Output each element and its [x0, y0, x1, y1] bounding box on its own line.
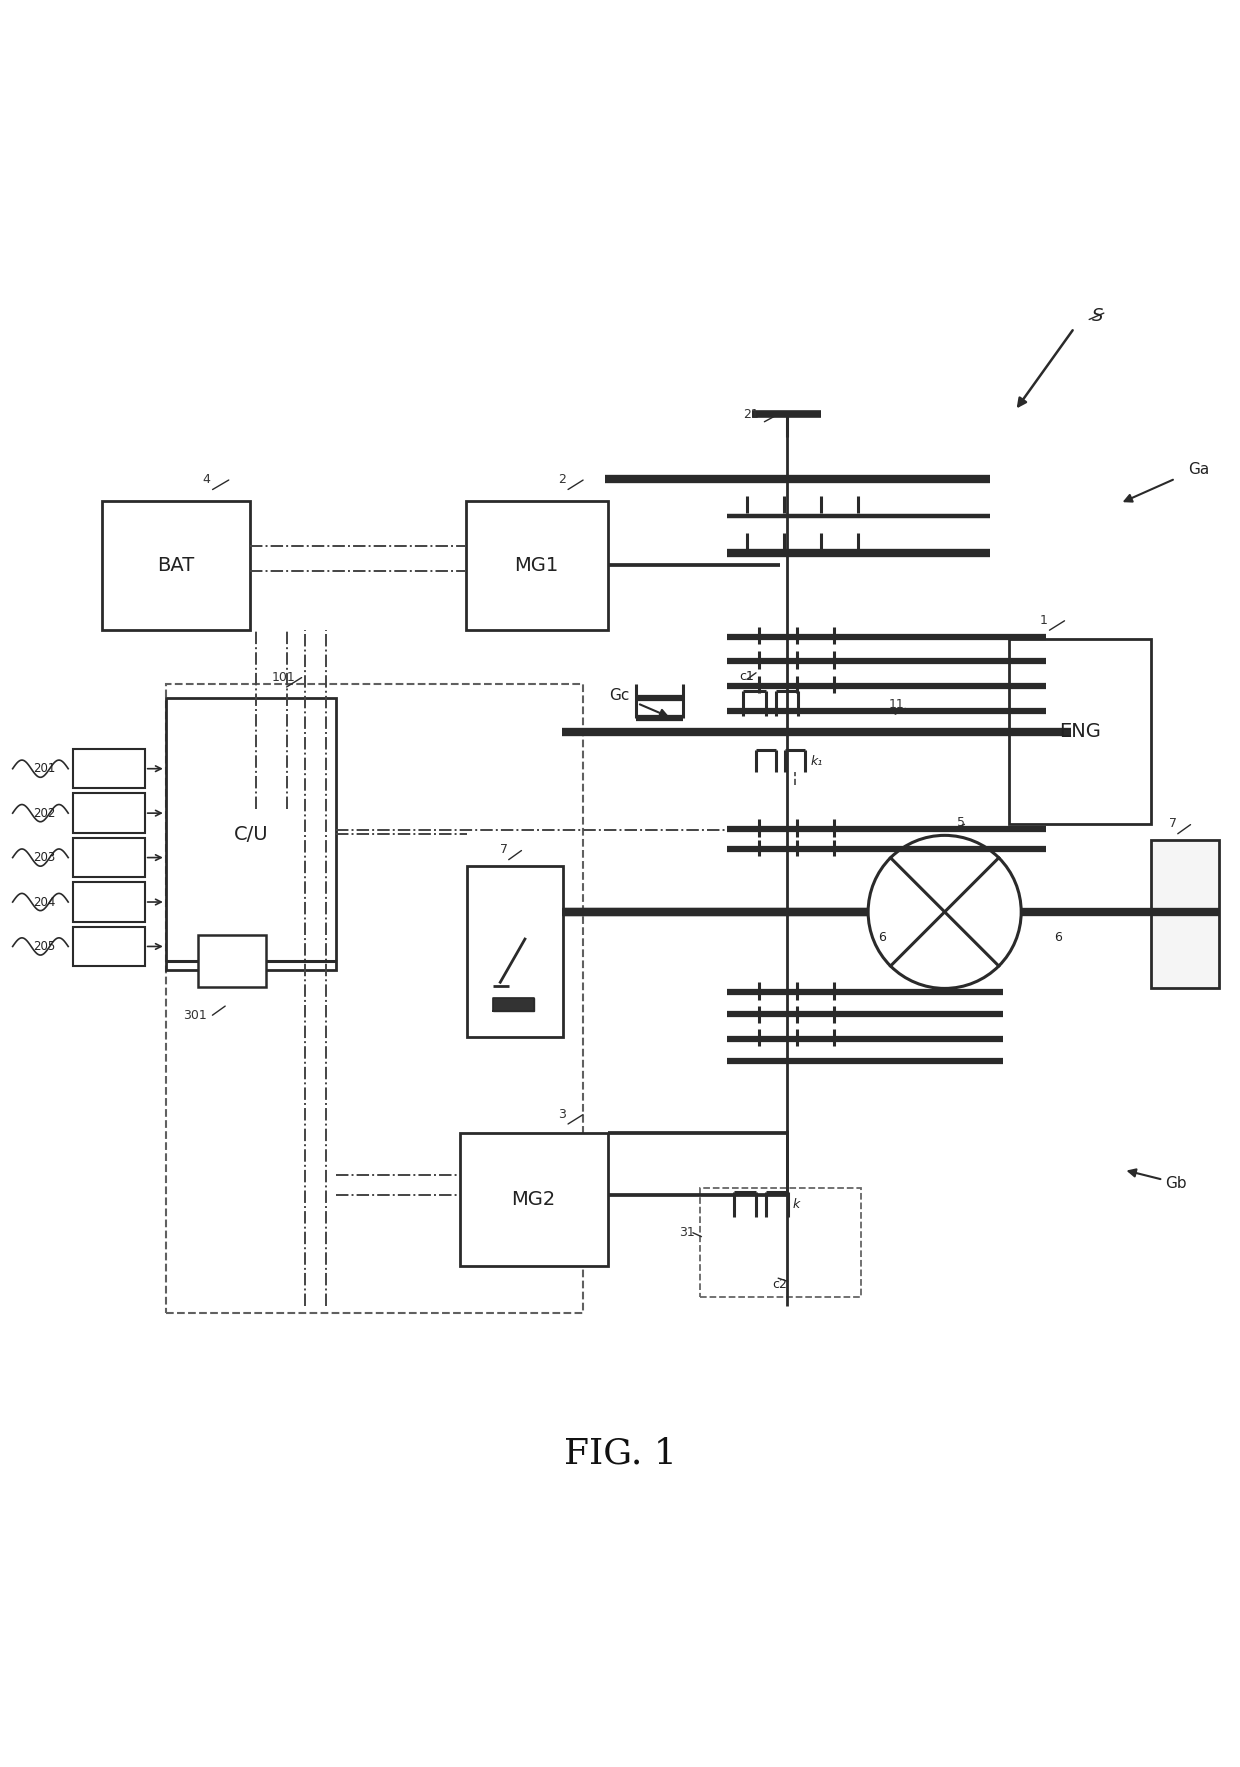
Text: 7: 7	[500, 843, 508, 857]
Text: 203: 203	[33, 852, 56, 864]
Text: ENG: ENG	[1059, 723, 1101, 740]
Text: 101: 101	[272, 670, 295, 684]
Text: k: k	[792, 1198, 800, 1210]
Text: 21: 21	[744, 408, 759, 421]
Text: Gc: Gc	[610, 689, 630, 703]
Text: 31: 31	[680, 1226, 694, 1239]
Bar	[166, 684, 583, 1313]
Text: FIG. 1: FIG. 1	[563, 1437, 677, 1470]
Bar	[73, 926, 145, 967]
Text: 4: 4	[203, 474, 211, 486]
Bar	[166, 698, 336, 970]
Text: MG2: MG2	[511, 1189, 556, 1209]
Bar	[701, 1189, 861, 1297]
Text: BAT: BAT	[157, 557, 195, 574]
Text: 7: 7	[1169, 818, 1177, 830]
Bar	[198, 935, 265, 988]
Polygon shape	[492, 998, 533, 1011]
Bar	[1009, 640, 1151, 823]
Text: 3: 3	[558, 1108, 567, 1120]
Text: 201: 201	[33, 762, 56, 776]
Text: 5: 5	[957, 816, 965, 829]
Text: 202: 202	[33, 808, 56, 820]
Text: Ga: Ga	[1188, 463, 1209, 477]
Bar	[73, 838, 145, 878]
Bar	[460, 1133, 608, 1267]
Text: 6: 6	[1054, 931, 1063, 944]
Bar	[73, 749, 145, 788]
Text: C/U: C/U	[233, 825, 268, 843]
Text: 6: 6	[878, 931, 885, 944]
Text: Gb: Gb	[1166, 1177, 1187, 1191]
Text: 301: 301	[184, 1009, 207, 1021]
Bar	[73, 882, 145, 922]
Text: 11: 11	[889, 698, 905, 710]
Text: 1: 1	[1039, 613, 1048, 627]
Text: k₁: k₁	[810, 755, 822, 769]
Text: 204: 204	[33, 896, 56, 908]
Bar	[466, 500, 608, 631]
Text: 205: 205	[33, 940, 56, 952]
Bar	[1151, 841, 1219, 988]
Text: c1: c1	[740, 670, 755, 682]
Bar	[73, 793, 145, 832]
Bar	[102, 500, 249, 631]
Text: MG1: MG1	[515, 557, 559, 574]
Text: 2: 2	[558, 474, 567, 486]
Text: S: S	[1091, 307, 1102, 325]
Bar	[467, 866, 563, 1037]
Text: c2: c2	[771, 1278, 786, 1292]
